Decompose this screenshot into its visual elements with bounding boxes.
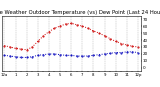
Title: Milwaukee Weather Outdoor Temperature (vs) Dew Point (Last 24 Hours): Milwaukee Weather Outdoor Temperature (v… bbox=[0, 10, 160, 15]
